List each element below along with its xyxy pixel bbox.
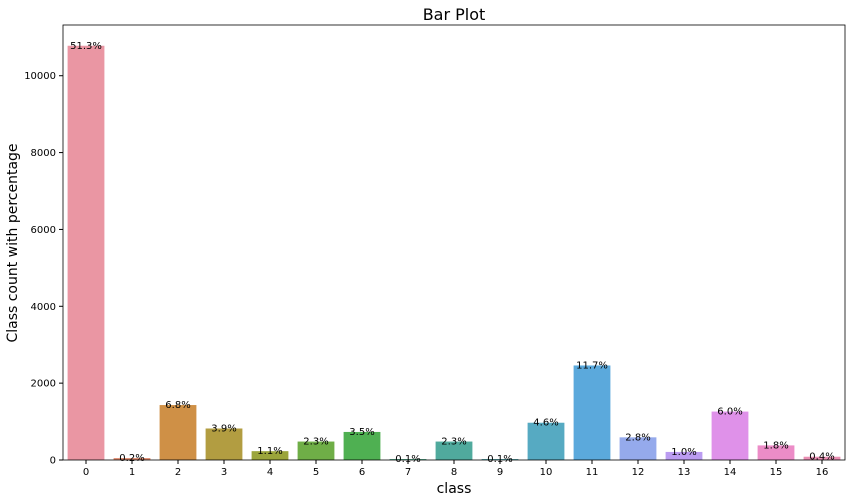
- bar-label-14: 6.0%: [717, 407, 742, 418]
- bar-label-12: 2.8%: [625, 432, 650, 443]
- bar-3: [205, 428, 243, 460]
- plot-frame: [62, 24, 846, 461]
- bar-14: [711, 411, 749, 460]
- bar-12: [619, 437, 657, 460]
- bar-label-16: 0.4%: [809, 452, 834, 463]
- bar-13: [665, 451, 703, 460]
- bar-5: [297, 441, 335, 460]
- x-tick-label-6: 6: [359, 467, 365, 478]
- y-tick-label-10000: 10000: [24, 71, 56, 82]
- x-tick-label-14: 14: [724, 467, 737, 478]
- bar-4: [251, 451, 289, 460]
- bar-label-11: 11.7%: [576, 360, 608, 371]
- bar-label-0: 51.3%: [70, 41, 102, 52]
- x-tick-label-11: 11: [586, 467, 599, 478]
- bar-15: [757, 445, 795, 460]
- y-tick-label-2000: 2000: [31, 379, 56, 390]
- bar-label-7: 0.1%: [395, 454, 420, 465]
- x-tick-label-13: 13: [678, 467, 691, 478]
- bar-label-2: 6.8%: [165, 400, 190, 411]
- x-tick-label-12: 12: [632, 467, 645, 478]
- bar-label-15: 1.8%: [763, 440, 788, 451]
- y-tick-label-0: 0: [50, 456, 56, 467]
- plot-area: 0 51.3% 1 0.2% 2 6.8% 3 3.9% 4 1.1% 5 2.3% 6 3.5% 7 0.1…: [24, 24, 846, 478]
- bar-8: [435, 441, 473, 460]
- bar-7: [389, 459, 427, 460]
- bar-11: [573, 365, 611, 460]
- x-tick-label-15: 15: [770, 467, 783, 478]
- x-tick-label-2: 2: [175, 467, 181, 478]
- x-tick-label-16: 16: [816, 467, 829, 478]
- bar-label-3: 3.9%: [211, 423, 236, 434]
- x-tick-label-9: 9: [497, 467, 503, 478]
- bar-16: [803, 456, 841, 460]
- y-axis-label: Class count with percentage: [5, 143, 21, 342]
- x-tick-label-5: 5: [313, 467, 319, 478]
- x-tick-label-8: 8: [451, 467, 457, 478]
- bar-1: [113, 458, 151, 460]
- bar-label-10: 4.6%: [533, 418, 558, 429]
- x-tick-label-3: 3: [221, 467, 227, 478]
- bar-6: [343, 431, 381, 460]
- x-tick-label-0: 0: [83, 467, 89, 478]
- bar-label-4: 1.1%: [257, 446, 282, 457]
- y-tick-label-6000: 6000: [31, 225, 56, 236]
- x-axis-label: class: [437, 481, 472, 497]
- x-tick-label-1: 1: [129, 467, 135, 478]
- x-tick-label-10: 10: [540, 467, 553, 478]
- bar-label-13: 1.0%: [671, 447, 696, 458]
- x-tick-label-7: 7: [405, 467, 411, 478]
- bar-2: [159, 405, 197, 460]
- chart-title: Bar Plot: [423, 5, 486, 24]
- y-tick-label-4000: 4000: [31, 302, 56, 313]
- bar-label-5: 2.3%: [303, 437, 328, 448]
- bar-label-1: 0.2%: [119, 453, 144, 464]
- bar-10: [527, 422, 565, 460]
- x-tick-label-4: 4: [267, 467, 273, 478]
- bar-0: [67, 45, 105, 460]
- bar-9: [481, 459, 519, 460]
- bar-label-8: 2.3%: [441, 437, 466, 448]
- bar-label-6: 3.5%: [349, 427, 374, 438]
- y-tick-label-8000: 8000: [31, 148, 56, 159]
- bar-label-9: 0.1%: [487, 454, 512, 465]
